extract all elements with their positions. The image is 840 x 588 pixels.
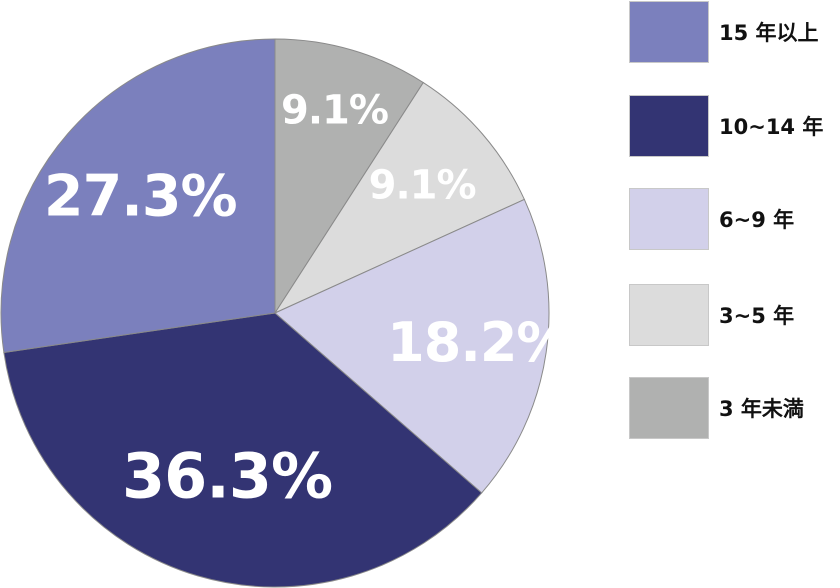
pie-label-3-5-years: 9.1% [369, 163, 476, 209]
legend-item-10-14-years: 10~14 年 [629, 95, 840, 157]
legend-label: 3 年未満 [719, 397, 804, 421]
pie-slice-6-9-years [274, 198, 550, 494]
legend-swatch [629, 284, 709, 346]
pie-labels: 9.1% 9.1% 18.2% 36.3% 27.3% [44, 88, 571, 513]
legend: 15 年以上 10~14 年 6~9 年 3~5 年 3 年未満 [629, 0, 840, 588]
legend-label: 6~9 年 [719, 208, 795, 232]
legend-item-15-plus-years: 15 年以上 [629, 1, 840, 63]
pie-label-15-plus-years: 27.3% [44, 163, 237, 229]
legend-label: 3~5 年 [719, 304, 795, 328]
pie-slice-15-plus-years [0, 38, 276, 354]
legend-label: 15 年以上 [719, 21, 819, 45]
legend-swatch [629, 377, 709, 439]
legend-item-under-3-years: 3 年未満 [629, 377, 840, 439]
pie-label-under-3-years: 9.1% [281, 88, 388, 134]
pie-label-10-14-years: 36.3% [122, 439, 332, 512]
pie-slice-10-14-years [3, 312, 483, 588]
pie-slices [0, 38, 550, 588]
pie-slice-3-5-years [273, 81, 526, 315]
legend-swatch [629, 95, 709, 157]
legend-item-6-9-years: 6~9 年 [629, 188, 840, 250]
legend-item-3-5-years: 3~5 年 [629, 284, 840, 346]
legend-swatch [629, 188, 709, 250]
pie-slice-under-3-years [274, 38, 424, 315]
pie-label-6-9-years: 18.2% [387, 311, 569, 374]
legend-label: 10~14 年 [719, 115, 824, 139]
legend-swatch [629, 1, 709, 63]
